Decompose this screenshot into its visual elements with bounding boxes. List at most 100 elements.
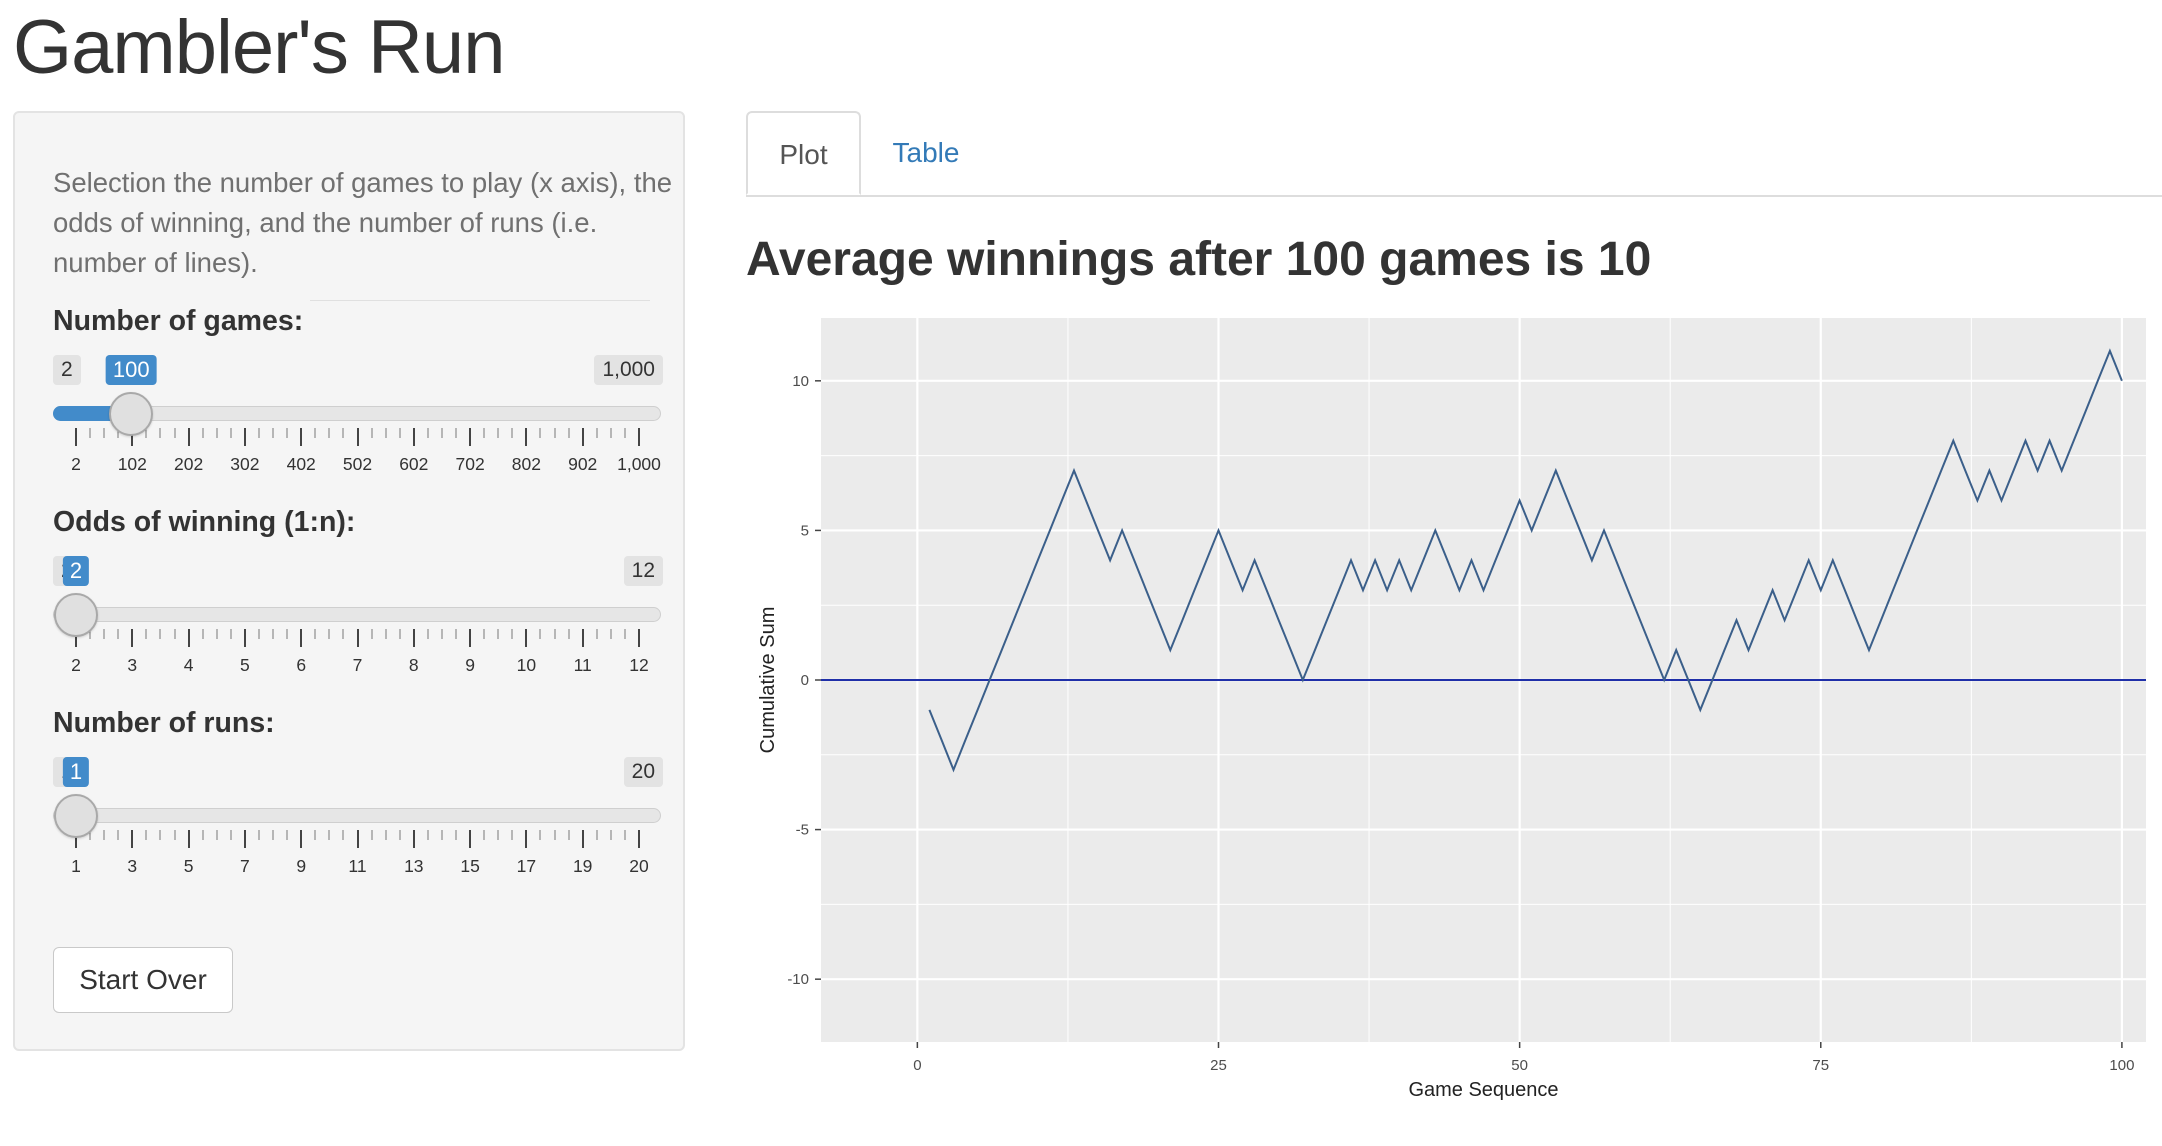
slider-tick [131,428,134,446]
slider-tick-label: 9 [465,655,475,675]
slider-handle[interactable] [54,794,98,838]
slider-tick [202,629,204,639]
slider-tick [554,629,556,639]
slider-tick [75,428,77,446]
slider-tick-label: 602 [399,454,429,474]
slider-tick-label: 9 [296,856,307,876]
slider-tick [385,830,387,840]
y-tick-label: 5 [801,522,809,539]
y-tick-label: -10 [787,971,809,988]
cumulative-sum-chart: 0 25 50 75 100 -10 -5 0 5 10 Game Sequence Cumulati… [757,318,2146,1101]
slider-tick-label: 1,000 [617,454,661,474]
slider-tick [243,428,246,446]
slider-tick [300,629,303,647]
slider-tick [202,428,204,438]
slider-tick [371,830,373,840]
slider-handle[interactable] [54,593,98,637]
slider-tick [525,830,528,848]
slider-tick-label: 19 [572,856,593,876]
slider-max-label: 20 [623,757,663,787]
slider-tick [539,629,541,639]
slider-tick [314,428,316,438]
slider-tick-label: 11 [348,856,367,876]
y-tick-label: 0 [801,672,809,689]
slider-tick [258,428,260,438]
slider-tick [328,830,330,840]
slider-tick [511,830,513,840]
tab-table[interactable]: Table [892,137,960,168]
slider-tick-label: 6 [296,655,307,675]
slider-tick [272,428,274,438]
slider-tick [356,428,359,446]
slider-tick [455,830,457,840]
slider-tick [356,830,359,848]
games-slider-label: Number of games: [53,305,304,337]
slider-value-label: 2 [62,556,90,586]
slider-tick-label: 902 [568,454,598,474]
slider-tick [216,428,218,438]
slider-tick [159,830,161,840]
slider-tick [89,428,91,438]
slider-tick [89,830,91,840]
series-line [928,348,2123,773]
slider-tick [455,428,457,438]
slider-tick [427,830,429,840]
y-axis-title: Cumulative Sum [757,607,779,754]
y-tick-label: -5 [796,822,809,839]
slider-tick-label: 302 [230,454,260,474]
slider-tick-label: 7 [240,856,250,876]
slider-tick [300,428,303,446]
slider-tick [117,428,119,438]
slider-tick-label: 5 [183,856,194,876]
slider-tick [342,428,344,438]
slider-tick [117,830,119,840]
slider-tick [314,629,316,639]
slider-tick-label: 5 [240,655,250,675]
slider-tick [554,830,556,840]
slider-tick [427,428,429,438]
games-slider[interactable]: 2 102 202 302 402 502 602 702 802 902 1,000 2 1,000 1… [53,355,663,535]
slider-tick [497,629,499,639]
slider-tick [581,428,584,446]
slider-tick [286,629,288,639]
slider-tick-label: 2 [71,655,81,675]
slider-tick [103,629,105,639]
odds-slider-label: Odds of winning (1:n): [53,506,356,538]
slider-tick [581,629,584,647]
slider-tick [89,629,91,639]
slider-tick-label: 7 [352,655,363,675]
slider-tick [624,428,626,438]
slider-tick [272,629,274,639]
slider-tick [356,629,359,647]
slider-tick-label: 20 [629,856,649,876]
slider-tick [117,629,119,639]
x-tick-label: 25 [1210,1057,1227,1074]
slider-tick [243,830,246,848]
odds-slider[interactable]: 234567891011122122 [53,556,663,736]
tab-plot[interactable]: Plot [746,111,861,195]
slider-tick [399,629,401,639]
app-title: Gambler's Run [13,5,505,90]
slider-tick-label: 402 [286,454,316,474]
y-tick-label: 10 [792,373,809,390]
x-tick-label: 100 [2109,1057,2134,1074]
slider-tick [610,830,612,840]
x-tick-label: 0 [913,1057,921,1074]
slider-tick [554,428,556,438]
slider-track [53,808,661,823]
slider-handle[interactable] [109,392,154,436]
slider-tick [342,629,344,639]
slider-tick [596,428,598,438]
slider-tick-label: 12 [629,655,649,675]
slider-tick [568,830,570,840]
slider-tick [399,830,401,840]
slider-tick-label: 13 [404,856,424,876]
runs-slider[interactable]: 135791113151719201201 [53,757,663,937]
slider-tick [159,428,161,438]
slider-tick [511,629,513,639]
slider-tick-label: 1 [71,856,81,876]
slider-tick [427,629,429,639]
slider-tick [610,428,612,438]
sidebar-description: Selection the number of games to play (x… [53,167,673,278]
start-over-button[interactable]: Start Over [53,947,233,1013]
